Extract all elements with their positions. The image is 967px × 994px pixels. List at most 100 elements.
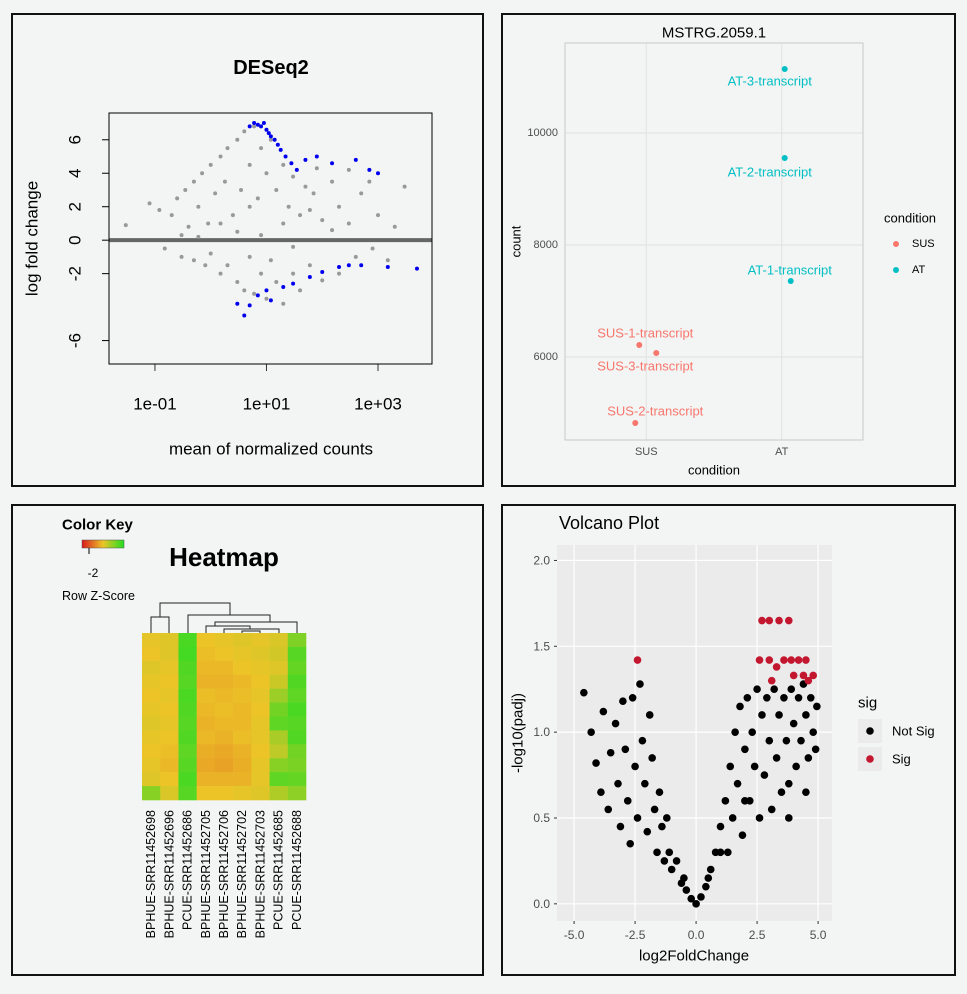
data-point bbox=[731, 728, 739, 736]
data-point bbox=[628, 694, 637, 702]
data-point bbox=[785, 779, 793, 788]
data-point bbox=[314, 166, 319, 171]
column-label: PCUE-SRR11452686 bbox=[181, 810, 195, 930]
y-tick-label: 1.5 bbox=[533, 639, 550, 653]
data-point bbox=[247, 124, 252, 129]
heatmap-cell bbox=[178, 674, 197, 689]
data-point bbox=[179, 233, 184, 238]
data-point bbox=[175, 196, 180, 201]
data-point bbox=[632, 420, 639, 427]
data-point bbox=[268, 298, 273, 303]
heatmap-cell bbox=[160, 730, 179, 745]
heatmap-cell bbox=[269, 646, 289, 662]
heatmap-cell bbox=[233, 730, 252, 745]
data-point bbox=[772, 663, 781, 671]
column-label: PCUE-SRR11452688 bbox=[290, 810, 304, 930]
heatmap-cell bbox=[142, 716, 161, 731]
heatmap-cell bbox=[287, 786, 307, 801]
x-tick-label: 0.0 bbox=[688, 928, 705, 942]
heatmap-cell bbox=[196, 772, 216, 787]
heatmap-cell bbox=[178, 702, 197, 717]
data-point bbox=[239, 187, 244, 192]
data-point bbox=[385, 258, 390, 263]
heatmap-cell bbox=[269, 702, 289, 717]
heatmap-cell bbox=[178, 758, 197, 773]
data-point bbox=[218, 221, 223, 226]
data-point bbox=[272, 137, 277, 142]
legend-label: Not Sig bbox=[892, 724, 935, 739]
data-point bbox=[247, 254, 252, 259]
heatmap-cell bbox=[160, 758, 179, 773]
heatmap-cell bbox=[142, 702, 161, 717]
data-point bbox=[665, 848, 674, 857]
heatmap-cell bbox=[269, 674, 289, 689]
data-point bbox=[330, 179, 335, 184]
x-tick-label: SUS bbox=[635, 446, 658, 458]
data-point bbox=[320, 278, 325, 283]
data-point bbox=[789, 719, 798, 728]
data-point bbox=[183, 187, 188, 192]
legend-symbol bbox=[866, 755, 874, 763]
data-point bbox=[797, 736, 805, 745]
data-point bbox=[375, 213, 380, 218]
heatmap-cell bbox=[196, 758, 216, 773]
data-point bbox=[320, 269, 325, 274]
data-point bbox=[702, 882, 710, 891]
data-point bbox=[268, 258, 273, 263]
chart-title: MSTRG.2059.1 bbox=[662, 25, 766, 42]
heatmap-cell bbox=[233, 716, 252, 731]
heatmap-cell bbox=[251, 772, 270, 787]
data-point bbox=[782, 736, 791, 745]
heatmap-cell bbox=[214, 688, 234, 703]
heatmap-cell bbox=[196, 660, 216, 676]
x-axis-label: condition bbox=[688, 463, 740, 478]
x-tick-label: -5.0 bbox=[564, 928, 585, 942]
data-label: AT-2-transcript bbox=[728, 164, 813, 179]
data-point bbox=[196, 234, 201, 239]
data-point bbox=[235, 280, 240, 285]
chart-title: Heatmap bbox=[169, 542, 279, 572]
heatmap-cell bbox=[160, 744, 179, 759]
heatmap-cell bbox=[251, 688, 270, 703]
data-point bbox=[261, 121, 266, 126]
data-point bbox=[191, 179, 196, 184]
data-point bbox=[235, 301, 240, 306]
data-point bbox=[672, 857, 681, 865]
heatmap-cell bbox=[287, 730, 307, 745]
heatmap-cell bbox=[178, 660, 197, 676]
data-point bbox=[794, 694, 803, 702]
heatmap-cell bbox=[160, 772, 179, 787]
heatmap-cell bbox=[287, 660, 307, 676]
heatmap-cell bbox=[287, 744, 307, 759]
heatmap-cell bbox=[269, 758, 289, 773]
data-point bbox=[307, 208, 312, 213]
data-point bbox=[611, 719, 620, 728]
data-point bbox=[268, 134, 273, 139]
heatmap-cell bbox=[160, 716, 179, 731]
heatmap-cell bbox=[233, 758, 252, 773]
data-point bbox=[704, 874, 713, 882]
heatmap-cell bbox=[269, 744, 289, 759]
data-point bbox=[758, 616, 766, 625]
heatmap-cell bbox=[287, 772, 307, 787]
data-point bbox=[278, 147, 283, 152]
data-point bbox=[255, 122, 260, 127]
data-point bbox=[789, 671, 798, 680]
data-point bbox=[780, 694, 788, 702]
heatmap-cell bbox=[214, 633, 234, 648]
legend-symbol bbox=[866, 727, 874, 735]
heatmap-cell bbox=[196, 674, 216, 689]
data-point bbox=[687, 894, 696, 903]
chart-title: Volcano Plot bbox=[559, 513, 659, 533]
data-point bbox=[728, 814, 737, 822]
data-point bbox=[286, 204, 291, 209]
data-point bbox=[580, 688, 588, 697]
data-point bbox=[208, 162, 213, 167]
data-point bbox=[655, 788, 664, 797]
data-point bbox=[775, 711, 783, 719]
data-point bbox=[291, 281, 296, 286]
data-point bbox=[353, 157, 358, 162]
data-point bbox=[794, 656, 803, 664]
